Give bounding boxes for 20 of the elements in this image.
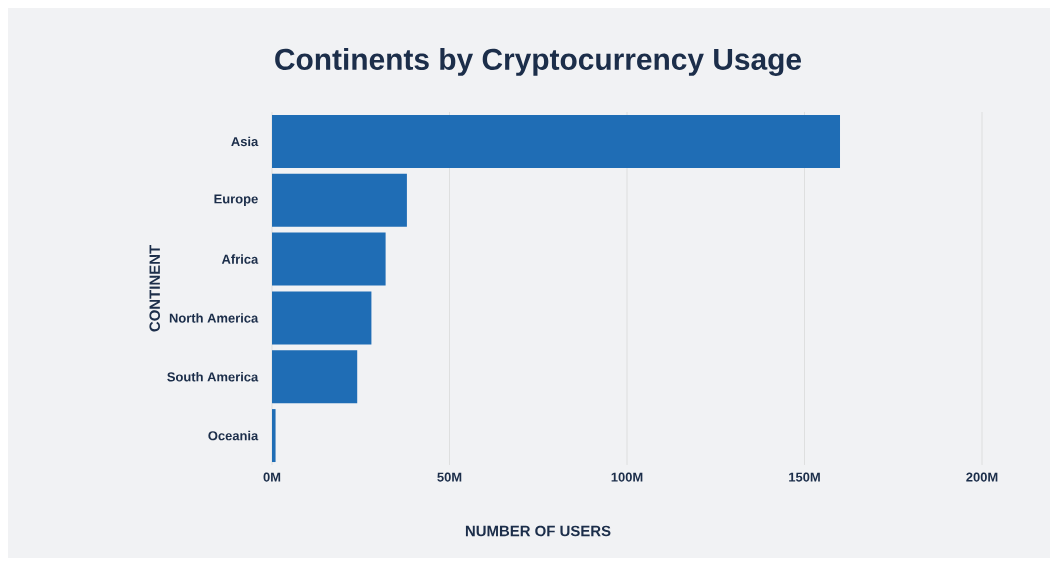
bar [272, 291, 372, 345]
y-tick-label: Asia [231, 136, 259, 147]
bar [272, 114, 841, 168]
y-tick-label: Africa [221, 254, 259, 264]
bar [272, 350, 358, 404]
x-tick-label: 150M [789, 472, 820, 482]
x-axis-title: NUMBER OF USERS [465, 525, 611, 537]
bar [272, 173, 407, 227]
chart-title: Continents by Cryptocurrency Usage [275, 47, 802, 76]
y-tick-label: North America [169, 313, 259, 323]
bar [272, 232, 386, 286]
x-tick-label: 200M [966, 472, 998, 482]
bar [272, 409, 276, 463]
y-axis-title: CONTINENT [149, 245, 160, 332]
x-tick-label: 100M [611, 472, 643, 482]
x-tick-label: 0M [263, 472, 281, 482]
y-tick-label: Oceania [208, 430, 259, 441]
x-tick-label: 50M [437, 472, 462, 482]
y-tick-label: South America [167, 371, 259, 382]
y-tick-label: Europe [214, 194, 258, 207]
